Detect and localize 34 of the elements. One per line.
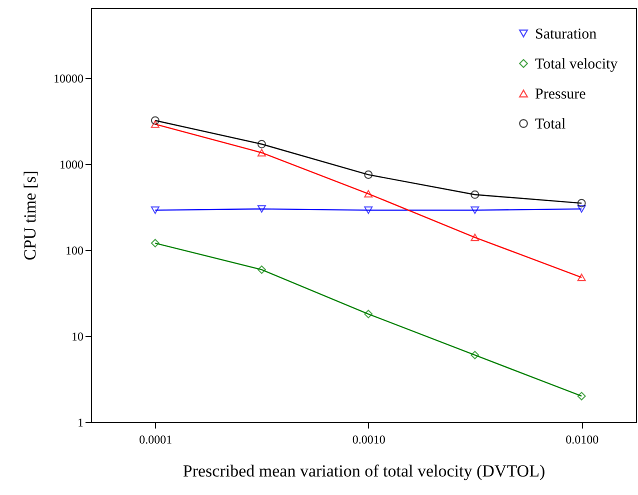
- point: [364, 190, 373, 198]
- y-tick-label: 10: [72, 329, 84, 344]
- point: [470, 190, 480, 199]
- point: [364, 170, 373, 179]
- point: [577, 392, 586, 400]
- point: [150, 120, 160, 128]
- x-axis-title: Prescribed mean variation of total velocity (DVTOL): [182, 462, 546, 480]
- x-tick-label: 0.0001: [139, 432, 172, 446]
- point: [364, 310, 373, 318]
- legend-label: Pressure: [535, 86, 586, 102]
- point: [470, 206, 480, 214]
- y-axis-title: CPU time [s]: [20, 170, 40, 260]
- y-tick-label: 100: [66, 243, 84, 258]
- point: [150, 116, 160, 125]
- legend-label: Total velocity: [535, 56, 618, 72]
- point: [257, 148, 266, 156]
- legend-label: Saturation: [535, 26, 598, 42]
- point: [470, 350, 480, 360]
- x-tick-label: 0.0100: [566, 432, 599, 446]
- point: [150, 238, 160, 248]
- point: [257, 265, 266, 274]
- y-tick-label: 10000: [54, 71, 84, 86]
- legend-label: Total: [535, 116, 566, 132]
- point: [257, 140, 266, 148]
- point: [470, 234, 480, 242]
- y-tick-label: 1000: [60, 157, 84, 172]
- point: [577, 274, 586, 282]
- point: [364, 206, 373, 214]
- x-tick-label: 0.0010: [352, 432, 386, 446]
- point: [577, 198, 586, 208]
- point: [150, 206, 160, 214]
- point: [257, 205, 266, 213]
- y-tick-label: 1: [78, 416, 84, 430]
- point: [577, 205, 586, 213]
